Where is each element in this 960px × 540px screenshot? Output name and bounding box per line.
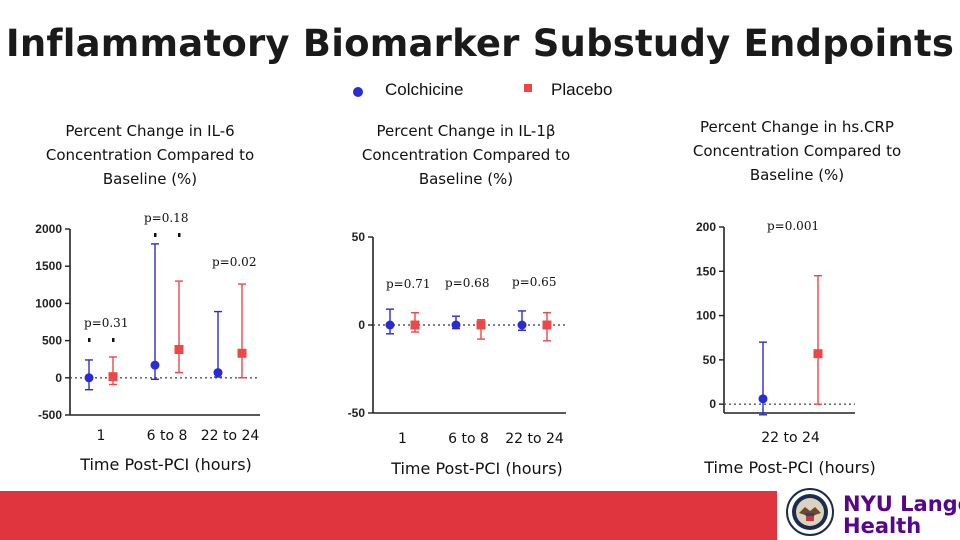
chart1-annotation-marker bbox=[178, 233, 181, 237]
chart3-placebo-point bbox=[813, 349, 823, 359]
chart2-placebo-point bbox=[410, 320, 420, 330]
chart3-y-tick-label: 0 bbox=[709, 397, 716, 411]
chart1-x-tick-label: 22 to 24 bbox=[201, 428, 260, 444]
chart2-x-axis-label: Time Post-PCI (hours) bbox=[390, 459, 563, 478]
chart1-colchicine-point bbox=[213, 368, 223, 378]
chart1-y-tick-label: 0 bbox=[55, 371, 62, 385]
footer-logos: NYU Langone Health bbox=[777, 488, 960, 540]
chart1-y-tick-label: 2000 bbox=[35, 222, 62, 236]
chart3-y-tick-label: 100 bbox=[696, 309, 716, 323]
chart2-y-tick-label: 50 bbox=[352, 230, 366, 244]
chart1-placebo-point bbox=[108, 372, 118, 382]
chart2-colchicine-point bbox=[517, 320, 527, 330]
chart1-x-tick-label: 6 to 8 bbox=[147, 428, 188, 444]
chart3-title-line2: Concentration Compared to bbox=[692, 142, 902, 160]
chart2-title: Percent Change in IL-1β Concentration Co… bbox=[336, 119, 596, 191]
chart2-placebo-point bbox=[542, 320, 552, 330]
va-seal-icon bbox=[786, 488, 834, 536]
chart2-pvalue-annotation: p=0.68 bbox=[445, 276, 489, 290]
chart1-pvalue-annotation: p=0.31 bbox=[84, 316, 128, 330]
nyu-logo-line1: NYU Langone bbox=[843, 492, 960, 516]
chart2-x-tick-label: 1 bbox=[398, 431, 407, 447]
footer-band bbox=[0, 491, 777, 540]
chart2-y-tick-label: -50 bbox=[348, 406, 366, 420]
chart2-title-line2: Concentration Compared to bbox=[361, 146, 571, 164]
nyu-logo-line2: Health bbox=[843, 514, 922, 538]
chart3-title-line3: Baseline (%) bbox=[749, 166, 845, 184]
chart1-annotation-marker bbox=[154, 233, 157, 237]
chart1-pvalue-annotation: p=0.18 bbox=[144, 211, 188, 225]
chart1-pvalue-annotation: p=0.02 bbox=[212, 255, 256, 269]
chart2-colchicine-point bbox=[451, 320, 461, 330]
chart3-title: Percent Change in hs.CRP Concentration C… bbox=[667, 115, 927, 187]
nyu-langone-logo: NYU Langone Health bbox=[843, 491, 960, 540]
chart1-annotation-marker bbox=[88, 338, 91, 342]
chart1-y-tick-label: 500 bbox=[42, 334, 62, 348]
chart2-x-tick-label: 6 to 8 bbox=[448, 431, 489, 447]
chart1-placebo-point bbox=[174, 345, 184, 355]
chart3-x-axis-label: Time Post-PCI (hours) bbox=[703, 458, 876, 477]
chart2-placebo-point bbox=[476, 320, 486, 330]
chart1-colchicine-point bbox=[84, 373, 94, 383]
chart3-y-tick-label: 150 bbox=[696, 264, 716, 278]
chart1-y-tick-label: 1000 bbox=[35, 296, 62, 310]
chart3-y-tick-label: 50 bbox=[703, 353, 717, 367]
chart3-y-tick-label: 200 bbox=[696, 220, 716, 234]
chart1-colchicine-point bbox=[150, 360, 160, 370]
chart1-title: Percent Change in IL-6 Concentration Com… bbox=[20, 119, 280, 191]
chart3-pvalue-annotation: p=0.001 bbox=[767, 219, 819, 233]
chart2-title-line1: Percent Change in IL-1β bbox=[376, 122, 556, 140]
legend-placebo-label: Placebo bbox=[551, 80, 613, 99]
legend-colchicine-marker bbox=[353, 87, 363, 97]
chart1-title-line3: Baseline (%) bbox=[102, 170, 198, 188]
chart3-colchicine-point bbox=[758, 394, 768, 404]
slide-title: Inflammatory Biomarker Substudy Endpoint… bbox=[5, 22, 955, 65]
chart3-title-line1: Percent Change in hs.CRP bbox=[700, 118, 894, 136]
chart2-colchicine-point bbox=[385, 320, 395, 330]
chart1-annotation-marker bbox=[112, 338, 115, 342]
chart1-title-line1: Percent Change in IL-6 bbox=[65, 122, 235, 140]
chart1-placebo-point bbox=[237, 348, 247, 358]
chart2-pvalue-annotation: p=0.65 bbox=[512, 275, 556, 289]
chart1-title-line2: Concentration Compared to bbox=[45, 146, 255, 164]
legend-colchicine-label: Colchicine bbox=[385, 80, 464, 99]
chart2-y-tick-label: 0 bbox=[358, 318, 365, 332]
chart1-x-axis-label: Time Post-PCI (hours) bbox=[79, 455, 252, 474]
chart3-x-tick-label: 22 to 24 bbox=[761, 430, 820, 446]
chart2-x-tick-label: 22 to 24 bbox=[505, 431, 564, 447]
chart1-y-tick-label: -500 bbox=[38, 408, 62, 422]
chart1-x-tick-label: 1 bbox=[97, 428, 106, 444]
chart2-title-line3: Baseline (%) bbox=[418, 170, 514, 188]
chart2-pvalue-annotation: p=0.71 bbox=[386, 277, 430, 291]
legend-placebo-marker bbox=[524, 84, 532, 92]
chart1-y-tick-label: 1500 bbox=[35, 259, 62, 273]
